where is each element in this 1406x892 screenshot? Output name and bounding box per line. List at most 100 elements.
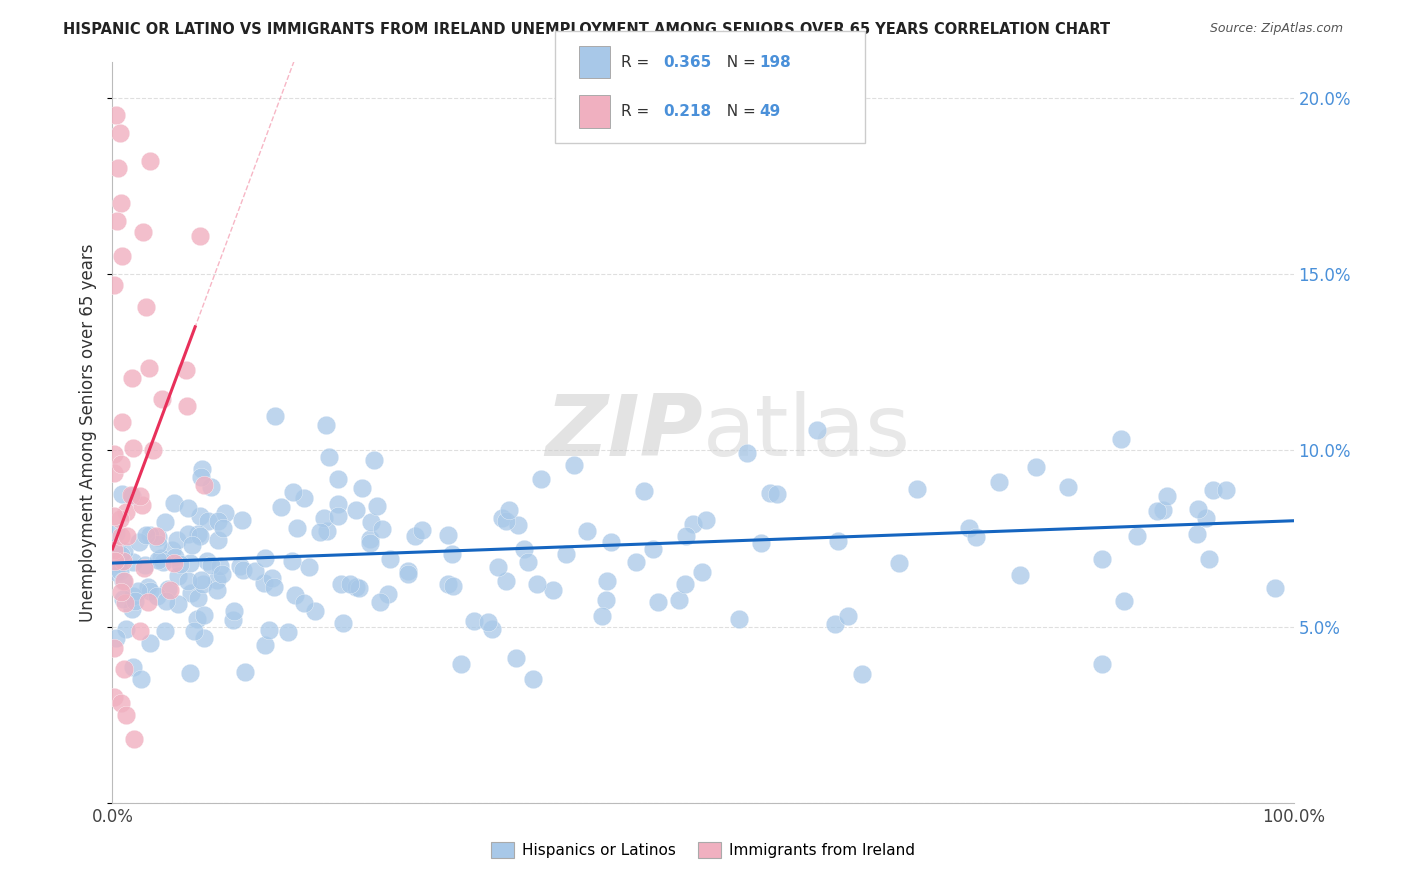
Point [187, 591, 209, 605]
Point [112, 574, 135, 588]
Point [188, 509, 211, 524]
Point [207, 533, 229, 547]
Point [377, 587, 399, 601]
Point [159, 583, 181, 598]
Point [253, 551, 276, 566]
Point [148, 537, 170, 551]
Point [312, 511, 335, 525]
Point [554, 547, 576, 561]
Point [243, 564, 266, 578]
Point [329, 577, 352, 591]
Point [115, 529, 138, 543]
Point [232, 563, 254, 577]
Point [191, 462, 214, 476]
Point [316, 524, 339, 538]
Point [222, 604, 245, 618]
Point [160, 543, 183, 558]
Point [134, 558, 156, 572]
Point [277, 624, 299, 639]
Point [263, 581, 285, 595]
Point [633, 483, 655, 498]
Point [298, 560, 321, 574]
Point [148, 530, 170, 544]
Point [112, 544, 135, 558]
Point [193, 631, 215, 645]
Point [176, 399, 198, 413]
Text: atlas: atlas [703, 391, 911, 475]
Point [1187, 501, 1209, 516]
Point [153, 516, 176, 530]
Point [675, 529, 697, 543]
Point [318, 450, 340, 465]
Point [110, 548, 132, 562]
Point [135, 300, 157, 314]
Point [727, 612, 749, 626]
Point [253, 576, 276, 591]
Point [233, 665, 256, 679]
Point [131, 498, 153, 512]
Point [530, 472, 553, 486]
Point [105, 632, 128, 646]
Point [200, 558, 222, 572]
Point [495, 514, 517, 528]
Point [191, 577, 214, 591]
Text: 198: 198 [759, 55, 792, 70]
Point [1198, 552, 1220, 566]
Point [103, 277, 125, 292]
Point [260, 571, 283, 585]
Point [441, 579, 464, 593]
Point [121, 371, 143, 385]
Point [253, 638, 276, 652]
Point [150, 392, 173, 406]
Point [332, 616, 354, 631]
Point [222, 614, 245, 628]
Point [138, 636, 160, 650]
Point [209, 558, 232, 573]
Point [765, 487, 787, 501]
Point [284, 588, 307, 602]
Point [285, 520, 308, 534]
Point [396, 564, 419, 578]
Point [103, 543, 125, 558]
Point [827, 534, 849, 549]
Point [111, 554, 134, 568]
Point [110, 696, 132, 710]
Point [1185, 527, 1208, 541]
Point [179, 666, 201, 681]
Point [124, 594, 146, 608]
Point [347, 581, 370, 595]
Point [211, 567, 233, 582]
Point [122, 732, 145, 747]
Point [103, 690, 125, 704]
Point [190, 470, 212, 484]
Point [591, 609, 613, 624]
Point [111, 249, 134, 263]
Point [193, 477, 215, 491]
Point [207, 582, 229, 597]
Point [163, 496, 186, 510]
Point [121, 660, 143, 674]
Point [806, 423, 828, 437]
Point [174, 363, 197, 377]
Text: 0.218: 0.218 [664, 104, 711, 119]
Point [105, 543, 128, 558]
Point [190, 573, 212, 587]
Point [107, 557, 129, 571]
Point [127, 584, 149, 599]
Point [309, 524, 332, 539]
Point [108, 126, 131, 140]
Point [837, 609, 859, 624]
Point [214, 506, 236, 520]
Y-axis label: Unemployment Among Seniors over 65 years: Unemployment Among Seniors over 65 years [79, 244, 97, 622]
Point [136, 595, 159, 609]
Point [304, 604, 326, 618]
Point [595, 592, 617, 607]
Point [624, 555, 647, 569]
Point [498, 503, 520, 517]
Point [132, 561, 155, 575]
Point [526, 577, 548, 591]
Point [180, 538, 202, 552]
Text: Source: ZipAtlas.com: Source: ZipAtlas.com [1209, 22, 1343, 36]
Point [749, 536, 772, 550]
Point [463, 614, 485, 628]
